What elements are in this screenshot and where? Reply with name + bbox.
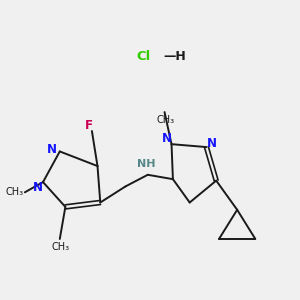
Text: N: N [47, 142, 57, 156]
Text: N: N [207, 137, 217, 150]
Text: NH: NH [137, 159, 156, 169]
Text: CH₃: CH₃ [51, 242, 69, 252]
Text: Cl: Cl [136, 50, 151, 63]
Text: CH₃: CH₃ [5, 187, 23, 197]
Text: N: N [32, 181, 42, 194]
Text: N: N [161, 132, 172, 146]
Text: F: F [85, 119, 93, 132]
Text: CH₃: CH₃ [157, 115, 175, 125]
Text: —H: —H [163, 50, 186, 63]
